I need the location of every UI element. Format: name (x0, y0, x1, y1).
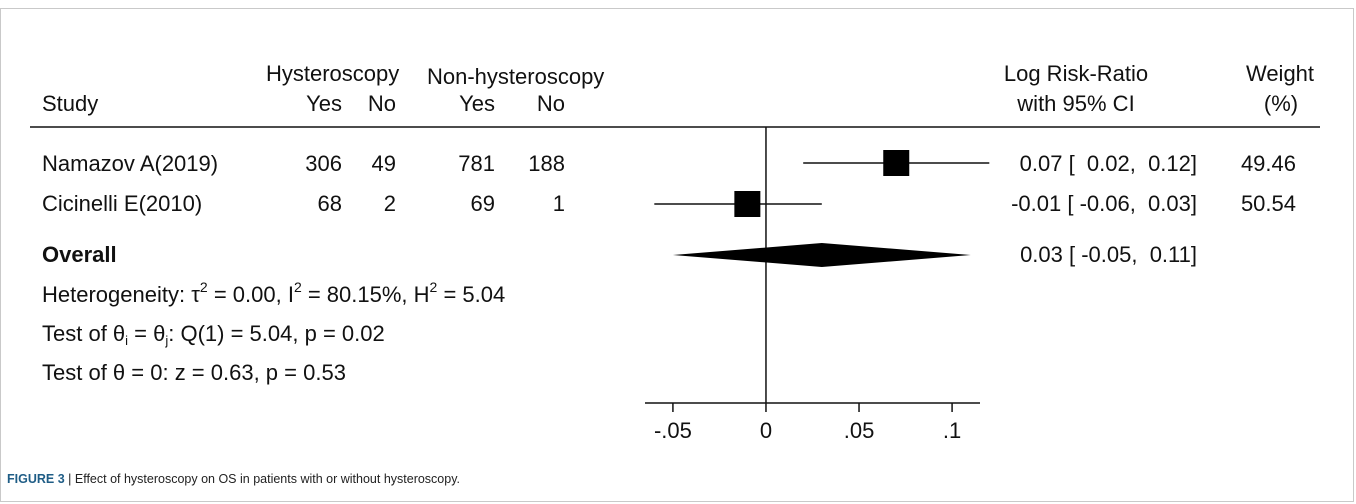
header-yes-a: Yes (306, 91, 342, 116)
tau-superscript: 2 (200, 279, 208, 295)
test-equality-mid: = θ (128, 321, 165, 346)
header-weight-line2: (%) (1264, 91, 1298, 116)
study-marker (734, 191, 761, 217)
row-yes-a: 68 (318, 191, 342, 216)
test-equality-prefix: Test of θ (42, 321, 125, 346)
row-weight: 50.54 (1241, 191, 1296, 216)
header-weight-line1: Weight (1246, 61, 1314, 86)
tau-value: = 0.00, I (208, 282, 294, 307)
x-tick-label: .1 (943, 418, 961, 443)
x-tick-label: 0 (760, 418, 772, 443)
header-group-non-hysteroscopy: Non-hysteroscopy (427, 64, 604, 89)
row-no-a: 2 (384, 191, 396, 216)
figure-frame (0, 8, 1354, 502)
header-yes-b: Yes (459, 91, 495, 116)
test-zero: Test of θ = 0: z = 0.63, p = 0.53 (42, 360, 346, 385)
row-weight: 49.46 (1241, 151, 1296, 176)
caption-label: FIGURE 3 (7, 472, 65, 486)
row-no-b: 188 (528, 151, 565, 176)
header-study: Study (42, 91, 98, 116)
header-no-a: No (368, 91, 396, 116)
x-tick-label: .05 (844, 418, 875, 443)
test-equality: Test of θi = θj: Q(1) = 5.04, p = 0.02 (42, 321, 385, 348)
row-no-a: 49 (372, 151, 396, 176)
row-yes-b: 781 (458, 151, 495, 176)
study-marker (883, 150, 910, 176)
x-tick-label: -.05 (654, 418, 692, 443)
header-no-b: No (537, 91, 565, 116)
tau-symbol: τ (191, 282, 200, 307)
heterogeneity-stats: Heterogeneity: τ2 = 0.00, I2 = 80.15%, H… (42, 279, 505, 307)
forest-plot-area: -.05 0 .05 .1 (645, 127, 990, 443)
caption-text: Effect of hysteroscopy on OS in patients… (74, 472, 461, 486)
row-no-b: 1 (553, 191, 565, 216)
row-study: Namazov A(2019) (42, 151, 218, 176)
h-superscript: 2 (430, 279, 438, 295)
row-effect: -0.01 [ -0.06, 0.03] (1011, 191, 1197, 216)
heterogeneity-prefix: Heterogeneity: (42, 282, 191, 307)
overall-diamond (672, 243, 971, 267)
theta-j-subscript: j (164, 333, 168, 348)
overall-effect: 0.03 [ -0.05, 0.11] (1020, 242, 1197, 267)
figure-caption: FIGURE 3 | Effect of hysteroscopy on OS … (7, 472, 460, 486)
header-effect-line2: with 95% CI (1016, 91, 1134, 116)
overall-label: Overall (42, 242, 117, 267)
row-yes-b: 69 (471, 191, 495, 216)
theta-i-subscript: i (125, 333, 128, 348)
row-effect: 0.07 [ 0.02, 0.12] (1020, 151, 1197, 176)
row-study: Cicinelli E(2010) (42, 191, 202, 216)
header-effect-line1: Log Risk-Ratio (1004, 61, 1148, 86)
caption-separator: | (64, 472, 75, 486)
i-value: = 80.15%, H (302, 282, 430, 307)
row-yes-a: 306 (305, 151, 342, 176)
i-superscript: 2 (294, 279, 302, 295)
h-value: = 5.04 (437, 282, 505, 307)
test-equality-rest: : Q(1) = 5.04, p = 0.02 (168, 321, 384, 346)
header-group-hysteroscopy: Hysteroscopy (266, 61, 399, 86)
